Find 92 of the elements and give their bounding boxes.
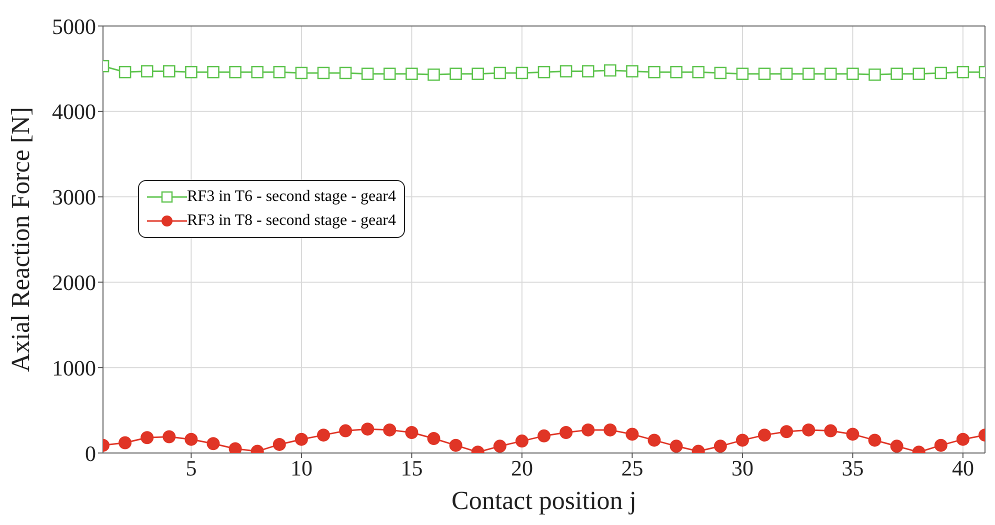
point	[912, 68, 925, 80]
point	[560, 65, 572, 78]
point	[272, 438, 286, 451]
x-tick-label: 35	[842, 456, 864, 481]
y-tick-label: 1000	[52, 355, 96, 380]
point	[294, 432, 308, 446]
point	[163, 65, 176, 78]
point	[846, 428, 860, 441]
point	[604, 64, 616, 77]
point	[228, 442, 242, 453]
point	[868, 434, 882, 447]
point	[780, 68, 793, 80]
point	[450, 68, 462, 80]
legend-label: RF3 in T6 - second stage - gear4	[187, 188, 396, 205]
x-tick-label: 30	[731, 456, 754, 481]
point	[758, 68, 771, 80]
point	[472, 68, 484, 80]
point	[824, 424, 838, 438]
point	[670, 440, 683, 453]
point	[206, 437, 220, 450]
point	[184, 432, 198, 446]
point	[361, 422, 374, 436]
point	[317, 66, 330, 80]
point	[626, 65, 638, 78]
point	[934, 438, 948, 452]
point	[560, 426, 573, 440]
point	[956, 432, 970, 446]
y-tick-label: 4000	[52, 99, 96, 124]
point	[758, 428, 771, 442]
point	[890, 68, 903, 80]
point	[714, 440, 727, 453]
point	[538, 429, 550, 442]
point	[406, 68, 418, 80]
point	[516, 66, 528, 80]
point	[384, 68, 396, 80]
point	[427, 432, 440, 445]
x-tick-label: 25	[621, 456, 644, 481]
point	[648, 434, 661, 447]
point	[714, 66, 727, 80]
point	[251, 66, 264, 78]
y-tick-label: 5000	[52, 14, 96, 39]
point	[846, 68, 859, 80]
point	[802, 423, 816, 436]
legend-label: RF3 in T8 - second stage - gear4	[187, 212, 396, 229]
point	[890, 440, 904, 453]
point	[361, 68, 374, 80]
point	[140, 431, 154, 444]
point	[339, 66, 352, 80]
point	[868, 68, 881, 81]
point	[295, 66, 308, 80]
point	[207, 66, 220, 78]
point	[229, 66, 242, 78]
x-tick-label: 20	[510, 456, 533, 481]
point	[493, 440, 506, 453]
point	[449, 438, 462, 452]
point	[736, 434, 749, 447]
point	[317, 428, 330, 442]
point	[405, 426, 418, 440]
point	[339, 424, 352, 438]
x-tick-label: 40	[952, 456, 974, 481]
point	[383, 423, 396, 436]
point	[515, 434, 528, 448]
x-tick-label: 10	[290, 456, 312, 481]
point	[494, 66, 506, 80]
point	[670, 66, 682, 78]
y-tick-label: 3000	[52, 184, 96, 210]
y-axis-title: Axial Reaction Force [N]	[6, 107, 36, 372]
point	[692, 66, 704, 78]
point	[780, 425, 794, 438]
point	[428, 68, 440, 81]
point	[626, 428, 639, 441]
x-axis-title: Contact position j	[452, 486, 636, 515]
point	[273, 66, 286, 78]
point	[162, 430, 176, 444]
point	[802, 68, 815, 80]
y-tick-label: 2000	[52, 270, 96, 296]
point	[736, 68, 749, 80]
x-tick-label: 5	[186, 456, 197, 481]
point	[118, 66, 132, 78]
point	[824, 68, 837, 80]
x-tick-label: 15	[400, 456, 423, 481]
point	[648, 66, 660, 78]
y-tick-label: 0	[85, 440, 96, 466]
point	[538, 66, 550, 78]
point	[934, 66, 948, 80]
point	[582, 65, 594, 78]
point	[956, 66, 970, 78]
point	[185, 66, 198, 78]
point	[582, 423, 595, 436]
point	[140, 65, 154, 78]
point	[118, 436, 132, 450]
point	[604, 423, 617, 436]
